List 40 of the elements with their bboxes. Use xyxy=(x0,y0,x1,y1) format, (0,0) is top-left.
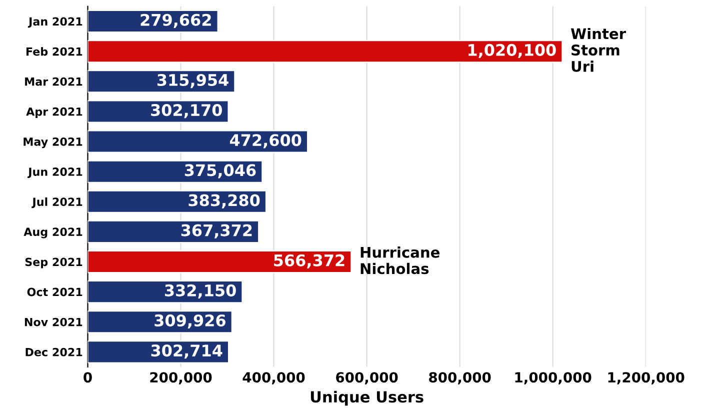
y-tick-label: Oct 2021 xyxy=(27,288,82,296)
x-axis-title: Unique Users xyxy=(310,390,424,406)
x-tick-label: 1,200,000 xyxy=(608,372,684,384)
bar xyxy=(88,130,308,153)
x-tick-label: 1,000,000 xyxy=(515,372,592,384)
data-label: 1,020,100 xyxy=(468,44,556,58)
x-tick-label: 0 xyxy=(84,372,92,383)
data-label: 383,280 xyxy=(188,194,260,208)
annotation: Winter Storm Uri xyxy=(570,28,626,72)
y-tick-label: Apr 2021 xyxy=(26,107,82,118)
data-label: 332,150 xyxy=(164,284,236,298)
data-label: 279,662 xyxy=(140,14,211,28)
x-tick-label: 800,000 xyxy=(429,372,491,384)
y-tick-label: May 2021 xyxy=(24,137,82,148)
data-label: 375,046 xyxy=(184,164,256,178)
x-tick-label: 400,000 xyxy=(242,372,305,384)
bar xyxy=(88,220,260,244)
data-label: 302,170 xyxy=(151,104,222,118)
y-tick-label: Sep 2021 xyxy=(25,258,82,268)
bar xyxy=(88,250,352,274)
y-tick-label: Jan 2021 xyxy=(28,17,82,28)
bar xyxy=(88,160,263,183)
y-tick-label: Feb 2021 xyxy=(26,47,82,56)
y-tick-label: Jul 2021 xyxy=(32,197,82,208)
data-label: 302,714 xyxy=(151,344,222,359)
annotation: Hurricane Nicholas xyxy=(360,246,440,274)
y-tick-label: Nov 2021 xyxy=(24,318,82,326)
data-label: 472,600 xyxy=(230,134,302,148)
x-tick-label: 200,000 xyxy=(150,372,212,384)
data-label: 367,372 xyxy=(181,224,252,238)
y-tick-label: Mar 2021 xyxy=(25,77,82,86)
y-tick-label: Dec 2021 xyxy=(26,348,82,356)
y-tick-label: Aug 2021 xyxy=(24,228,82,238)
bar xyxy=(88,40,563,63)
data-label: 309,926 xyxy=(154,314,226,329)
bar xyxy=(88,340,230,364)
x-tick-label: 600,000 xyxy=(336,372,398,384)
data-label: 566,372 xyxy=(274,254,344,268)
data-label: 315,954 xyxy=(157,74,228,88)
y-tick-label: Jun 2021 xyxy=(28,168,82,178)
